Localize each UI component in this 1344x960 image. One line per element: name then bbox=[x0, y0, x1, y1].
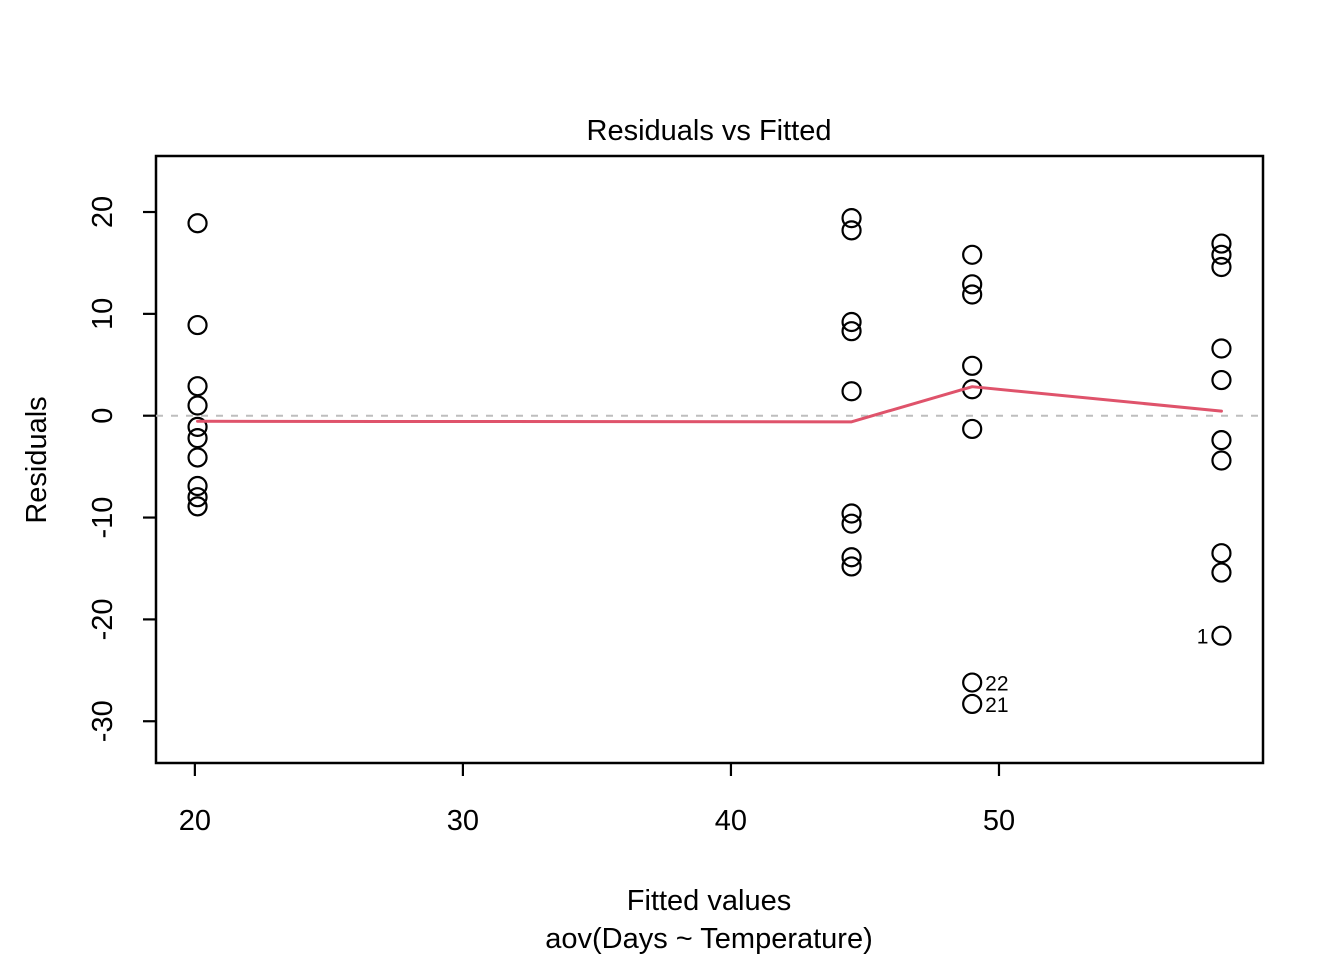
data-point bbox=[962, 284, 983, 305]
x-tick-label: 50 bbox=[983, 805, 1015, 837]
data-points bbox=[187, 208, 1232, 715]
data-point bbox=[841, 208, 862, 229]
smooth-line-group bbox=[196, 385, 1223, 424]
data-point bbox=[841, 321, 862, 342]
data-point bbox=[962, 418, 983, 440]
y-tick-label: -30 bbox=[87, 700, 119, 742]
plot-border bbox=[154, 154, 1265, 765]
data-point bbox=[841, 503, 862, 524]
data-point bbox=[1211, 256, 1232, 278]
x-tick-label: 30 bbox=[447, 805, 479, 837]
data-point bbox=[187, 475, 208, 497]
data-point bbox=[187, 428, 208, 449]
data-point bbox=[187, 496, 208, 517]
data-point bbox=[841, 513, 862, 534]
data-point bbox=[962, 244, 983, 265]
data-point bbox=[841, 381, 862, 402]
data-point bbox=[1211, 562, 1232, 583]
x-tick-label: 20 bbox=[179, 805, 211, 837]
y-tick-label: -20 bbox=[87, 598, 119, 640]
data-point bbox=[962, 355, 983, 376]
data-point bbox=[187, 395, 208, 416]
data-point bbox=[187, 213, 208, 234]
data-point bbox=[1211, 543, 1232, 564]
point-id-label: 21 bbox=[985, 694, 1008, 717]
data-point bbox=[1211, 430, 1232, 451]
data-point bbox=[962, 672, 983, 693]
data-point bbox=[1211, 244, 1232, 265]
data-point bbox=[841, 311, 862, 333]
y-tick-label: 20 bbox=[87, 196, 119, 228]
data-point bbox=[1211, 625, 1232, 646]
chart-title: Residuals vs Fitted bbox=[587, 115, 832, 147]
data-point bbox=[187, 487, 208, 508]
smooth-line bbox=[196, 385, 1223, 424]
y-tick-label: -10 bbox=[87, 497, 119, 539]
data-point bbox=[187, 447, 208, 468]
data-point bbox=[187, 314, 208, 336]
data-point bbox=[962, 274, 983, 295]
y-axis-ticks: -30 -20 -10 0 10 20 bbox=[87, 196, 156, 742]
data-point bbox=[841, 547, 862, 568]
x-axis-ticks: 20 30 40 50 bbox=[179, 763, 1015, 837]
data-point bbox=[187, 376, 208, 397]
x-axis-sub-label: aov(Days ~ Temperature) bbox=[545, 923, 872, 955]
y-tick-label: 10 bbox=[87, 298, 119, 330]
x-tick-label: 40 bbox=[715, 805, 747, 837]
data-point bbox=[1211, 338, 1232, 359]
data-point bbox=[841, 220, 862, 241]
data-point bbox=[1211, 369, 1232, 391]
y-tick-label: 0 bbox=[87, 408, 119, 424]
data-point bbox=[1211, 233, 1232, 254]
point-id-label: 1 bbox=[1197, 626, 1209, 649]
data-point bbox=[962, 693, 983, 715]
point-id-label: 22 bbox=[985, 673, 1008, 696]
y-axis-label: Residuals bbox=[21, 396, 53, 523]
data-point bbox=[1211, 450, 1232, 471]
data-point bbox=[841, 556, 862, 577]
data-point bbox=[187, 416, 208, 438]
x-axis-label: Fitted values bbox=[627, 885, 791, 917]
